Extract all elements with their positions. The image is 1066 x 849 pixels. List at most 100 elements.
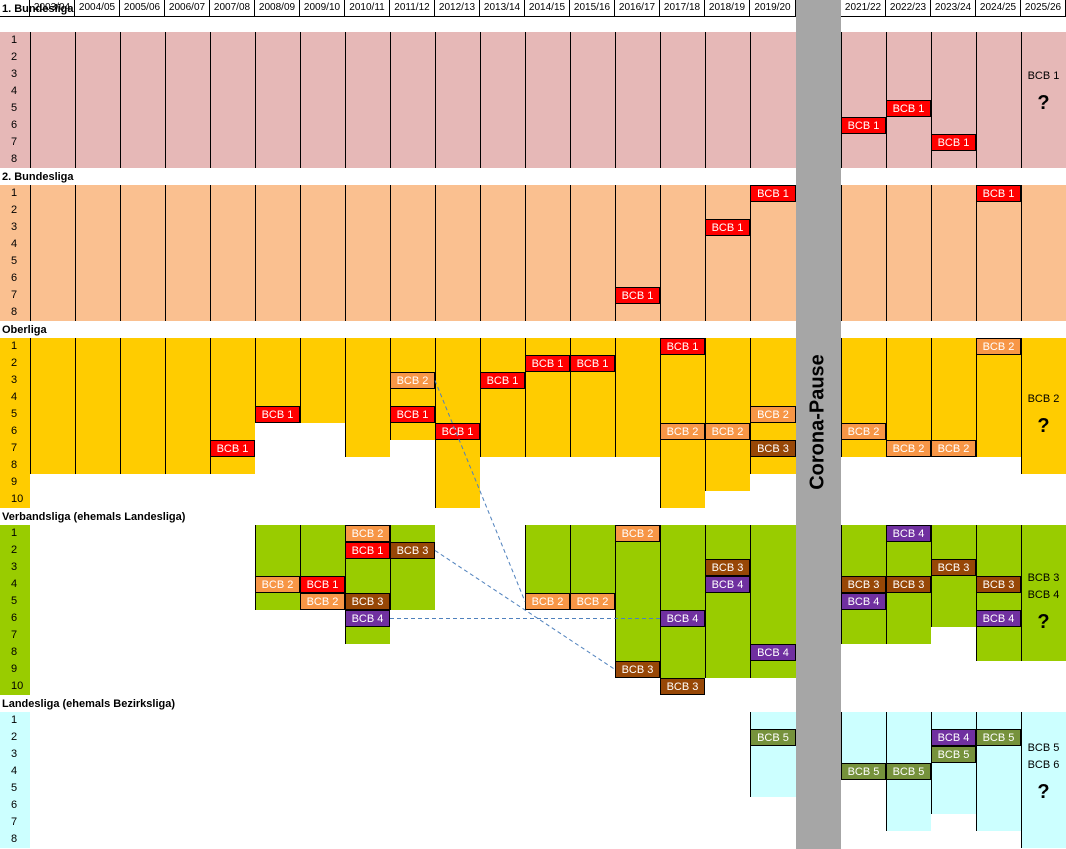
season-header-12: 2015/16: [570, 0, 615, 16]
team-badge-bcb-3: BCB 3: [841, 576, 886, 593]
season-header-22: 2025/26: [1021, 0, 1066, 16]
league-band: [615, 338, 660, 457]
team-badge-bcb-1: BCB 1: [750, 185, 796, 202]
league-band: [75, 32, 120, 168]
league-band: [255, 32, 300, 168]
rank-column-2: [0, 338, 30, 508]
outlook-team-bcb-2: BCB 2: [1027, 393, 1060, 405]
season-header-11: 2014/15: [525, 0, 570, 16]
league-title-4: Landesliga (ehemals Bezirksliga): [2, 698, 176, 710]
league-title-3: Verbandsliga (ehemals Landesliga): [2, 511, 186, 523]
league-band: [660, 525, 705, 678]
rank-label: 2: [11, 731, 18, 743]
league-band: [705, 185, 750, 321]
outlook-team-bcb-1: BCB 1: [1027, 70, 1060, 82]
league-band: [931, 338, 976, 457]
season-header-8: 2011/12: [390, 0, 435, 16]
league-band: [75, 185, 120, 321]
team-badge-bcb-2: BCB 2: [886, 440, 931, 457]
team-badge-bcb-2: BCB 2: [345, 525, 390, 542]
league-band: [480, 32, 525, 168]
rank-label: 5: [11, 102, 18, 114]
team-badge-bcb-3: BCB 3: [976, 576, 1021, 593]
team-badge-bcb-2: BCB 2: [525, 593, 570, 610]
outlook-team-bcb-4: BCB 4: [1027, 588, 1060, 601]
rank-label: 8: [11, 833, 18, 845]
league-band: [210, 185, 255, 321]
season-header-2: 2005/06: [120, 0, 165, 16]
season-header-0: 2003/04: [30, 0, 75, 16]
rank-label: 6: [11, 612, 18, 624]
rank-label: 5: [11, 782, 18, 794]
rank-label: 5: [11, 595, 18, 607]
league-band: [120, 185, 165, 321]
league-band: [165, 32, 210, 168]
rank-label: 3: [11, 748, 18, 760]
league-band: [705, 32, 750, 168]
league-band: [570, 185, 615, 321]
league-band: [30, 338, 75, 474]
rank-label: 7: [11, 289, 18, 301]
team-badge-bcb-1: BCB 1: [841, 117, 886, 134]
rank-label: 6: [11, 119, 18, 131]
league-band: [841, 185, 886, 321]
rank-label: 1: [11, 187, 18, 199]
team-badge-bcb-1: BCB 1: [886, 100, 931, 117]
season-header-7: 2010/11: [345, 0, 390, 16]
league-band: [750, 712, 796, 797]
league-band: [480, 338, 525, 457]
rank-label: 2: [11, 544, 18, 556]
league-band: [165, 185, 210, 321]
league-band: [30, 185, 75, 321]
league-band: [976, 32, 1021, 168]
league-band: [480, 185, 525, 321]
outlook-question-mark: ?: [1037, 415, 1050, 437]
rank-label: 1: [11, 34, 18, 46]
league-band: [345, 32, 390, 168]
team-badge-bcb-2: BCB 2: [390, 372, 435, 389]
season-header-13: 2016/17: [615, 0, 660, 16]
team-badge-bcb-4: BCB 4: [841, 593, 886, 610]
team-badge-bcb-1: BCB 1: [435, 423, 480, 440]
league-band: [886, 338, 931, 457]
league-band: [165, 338, 210, 474]
team-badge-bcb-1: BCB 1: [210, 440, 255, 457]
rank-label: 3: [11, 561, 18, 573]
league-band: [705, 525, 750, 678]
rank-label: 4: [11, 238, 18, 250]
rank-label: 7: [11, 442, 18, 454]
rank-column-3: [0, 525, 30, 695]
team-badge-bcb-3: BCB 3: [886, 576, 931, 593]
league-band: [390, 185, 435, 321]
league-band: [30, 32, 75, 168]
league-band: [886, 185, 931, 321]
season-header-18: 2021/22: [841, 0, 886, 16]
league-band: [1021, 185, 1066, 321]
team-badge-bcb-1: BCB 1: [931, 134, 976, 151]
header-left-border: [29, 0, 30, 16]
rank-label: 7: [11, 136, 18, 148]
season-header-19: 2022/23: [886, 0, 931, 16]
team-badge-bcb-4: BCB 4: [886, 525, 931, 542]
rank-label: 2: [11, 51, 18, 63]
outlook-question-mark: ?: [1037, 780, 1050, 803]
season-header-16: 2019/20: [750, 0, 796, 16]
rank-label: 9: [11, 663, 18, 675]
team-badge-bcb-4: BCB 4: [705, 576, 750, 593]
team-badge-bcb-3: BCB 3: [615, 661, 660, 678]
team-badge-bcb-5: BCB 5: [976, 729, 1021, 746]
team-badge-bcb-1: BCB 1: [300, 576, 345, 593]
team-badge-bcb-5: BCB 5: [750, 729, 796, 746]
league-band: [345, 338, 390, 457]
league-band: [1021, 712, 1066, 848]
team-badge-bcb-1: BCB 1: [570, 355, 615, 372]
league-band: [525, 32, 570, 168]
team-badge-bcb-4: BCB 4: [660, 610, 705, 627]
outlook-question-mark: ?: [1037, 610, 1050, 633]
rank-label: 3: [11, 374, 18, 386]
team-badge-bcb-1: BCB 1: [525, 355, 570, 372]
team-badge-bcb-3: BCB 3: [705, 559, 750, 576]
league-band: [976, 338, 1021, 457]
league-band: [345, 185, 390, 321]
